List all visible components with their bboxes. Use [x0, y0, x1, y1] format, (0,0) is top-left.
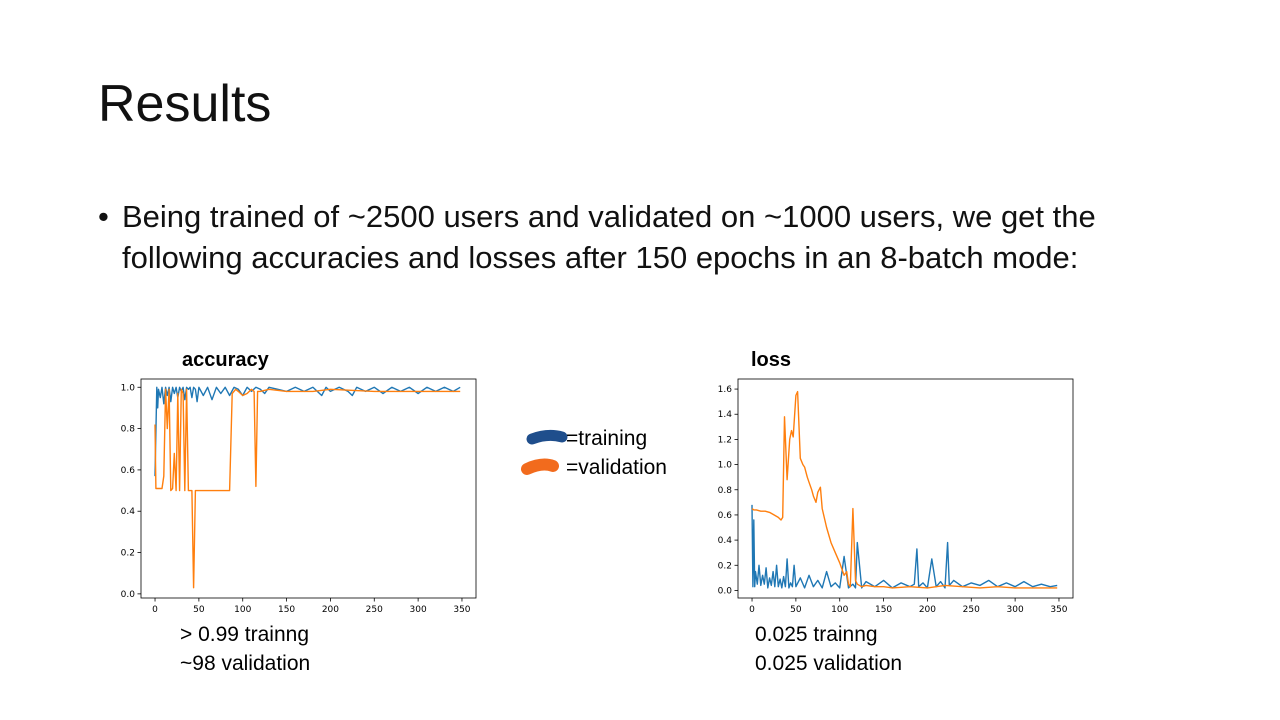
loss-validation-line: [751, 390, 1058, 589]
loss-y-tick-label: 0.0: [718, 586, 733, 596]
accuracy-x-tick-label: 350: [453, 605, 470, 615]
loss-x-tick-label: 200: [919, 605, 936, 615]
accuracy-chart-title: accuracy: [182, 349, 269, 371]
accuracy-x-tick-label: 50: [193, 605, 205, 615]
accuracy-y-tick-label: 0.8: [121, 425, 136, 435]
loss-note-training: 0.025 trainng: [755, 623, 878, 646]
loss-y-tick-label: 0.8: [718, 486, 733, 496]
legend-training-swatch: [526, 429, 568, 445]
accuracy-x-tick-label: 200: [322, 605, 339, 615]
legend-validation-swatch: [521, 458, 559, 475]
loss-y-tick-label: 1.2: [718, 435, 732, 445]
accuracy-y-tick-label: 0.4: [121, 507, 136, 517]
loss-x-tick-label: 50: [790, 605, 802, 615]
loss-plot-frame: [737, 378, 1074, 599]
loss-y-tick-label: 0.2: [718, 561, 732, 571]
accuracy-training-line: [154, 386, 461, 477]
accuracy-y-tick-label: 0.2: [121, 549, 135, 559]
loss-training-line: [751, 504, 1058, 589]
loss-chart-title: loss: [751, 349, 792, 371]
loss-x-tick-label: 150: [875, 605, 892, 615]
loss-x-tick-label: 100: [831, 605, 848, 615]
accuracy-y-tick-label: 0.6: [121, 466, 136, 476]
loss-note-validation: 0.025 validation: [755, 652, 903, 675]
legend-training-label: =training: [566, 427, 648, 450]
loss-y-tick-label: 0.6: [718, 511, 733, 521]
loss-x-tick-label: 300: [1007, 605, 1024, 615]
accuracy-validation-line: [154, 388, 461, 589]
loss-x-tick-label: 350: [1050, 605, 1067, 615]
loss-y-tick-label: 0.4: [718, 536, 733, 546]
loss-y-tick-label: 1.6: [718, 385, 733, 395]
accuracy-plot-frame: [140, 378, 477, 599]
bullet-text: Being trained of ~2500 users and validat…: [122, 199, 1096, 275]
accuracy-x-tick-label: 100: [234, 605, 251, 615]
loss-x-tick-label: 0: [749, 605, 755, 615]
accuracy-note-validation: ~98 validation: [180, 652, 311, 675]
accuracy-x-tick-label: 300: [410, 605, 427, 615]
accuracy-y-tick-label: 1.0: [121, 383, 136, 393]
loss-y-tick-label: 1.0: [718, 461, 733, 471]
legend-validation-label: =validation: [566, 456, 667, 479]
accuracy-x-tick-label: 0: [152, 605, 158, 615]
loss-y-tick-label: 1.4: [718, 410, 733, 420]
accuracy-y-tick-label: 0.0: [121, 590, 136, 600]
bullet-dot: •: [98, 199, 109, 234]
accuracy-note-training: > 0.99 trainng: [180, 623, 310, 646]
accuracy-x-tick-label: 250: [366, 605, 383, 615]
loss-x-tick-label: 250: [963, 605, 980, 615]
slide-title: Results: [98, 75, 272, 133]
accuracy-x-tick-label: 150: [278, 605, 295, 615]
